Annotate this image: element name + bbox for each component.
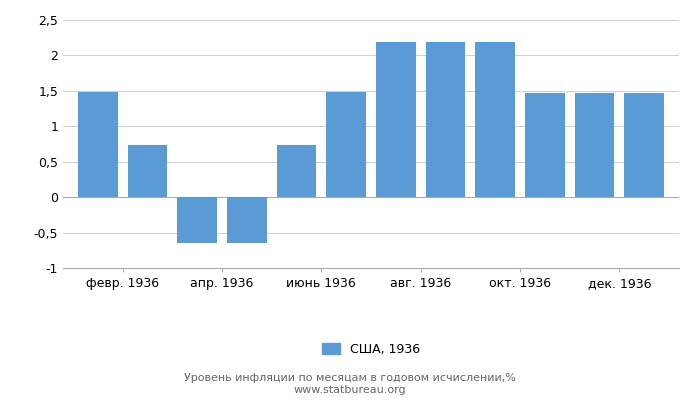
- Bar: [525, 93, 565, 197]
- Bar: [276, 145, 316, 197]
- Legend: США, 1936: США, 1936: [316, 338, 426, 361]
- Bar: [575, 93, 615, 197]
- Bar: [177, 197, 217, 243]
- Bar: [227, 197, 267, 243]
- Bar: [624, 93, 664, 197]
- Bar: [326, 92, 366, 197]
- Bar: [78, 92, 118, 197]
- Bar: [376, 42, 416, 197]
- Bar: [475, 42, 515, 197]
- Text: www.statbureau.org: www.statbureau.org: [294, 385, 406, 395]
- Bar: [127, 145, 167, 197]
- Bar: [426, 42, 466, 197]
- Text: Уровень инфляции по месяцам в годовом исчислении,%: Уровень инфляции по месяцам в годовом ис…: [184, 373, 516, 383]
